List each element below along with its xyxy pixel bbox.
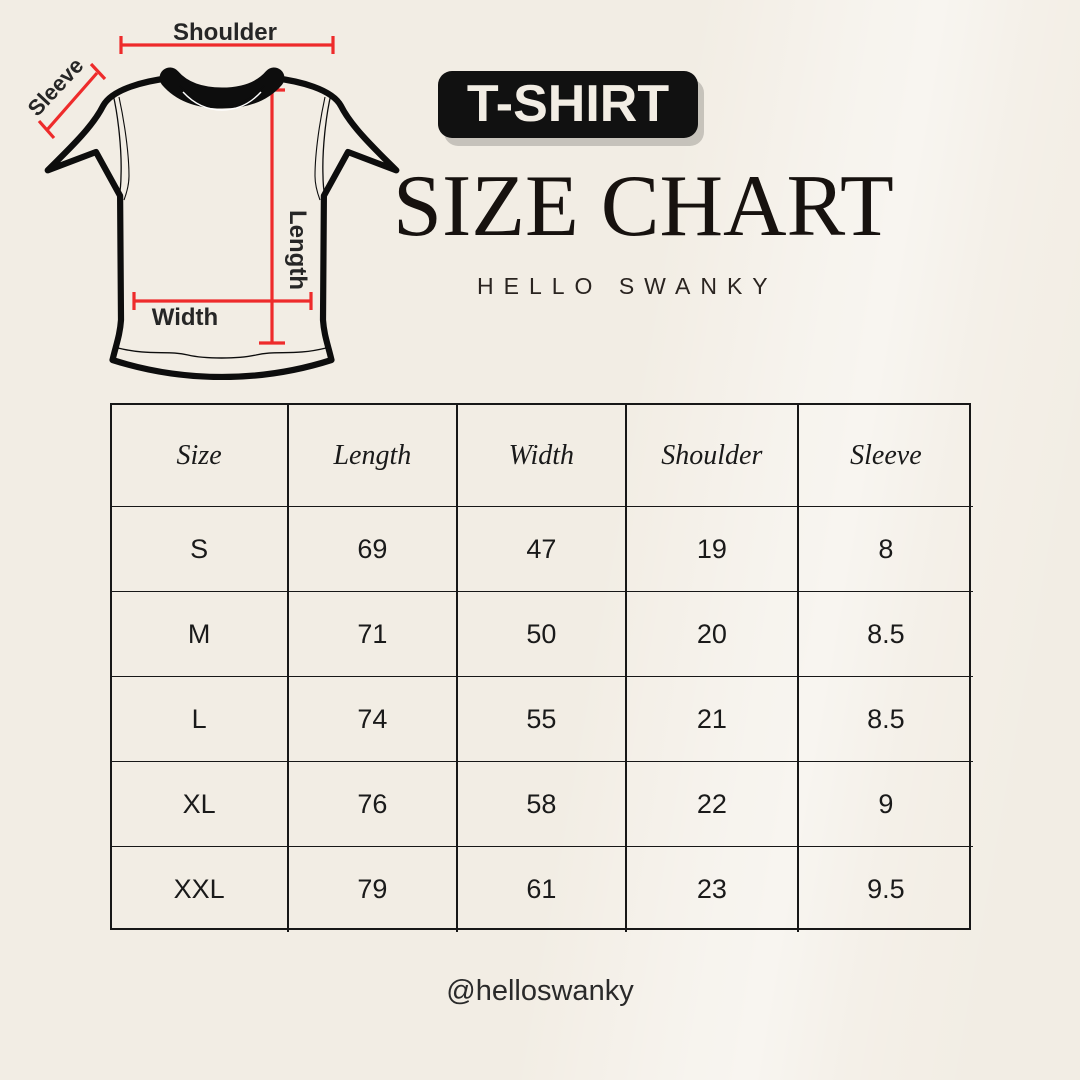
svg-text:Sleeve: Sleeve xyxy=(23,53,89,121)
svg-text:Length: Length xyxy=(284,210,311,290)
svg-text:Width: Width xyxy=(152,304,218,331)
svg-text:Shoulder: Shoulder xyxy=(173,20,277,46)
